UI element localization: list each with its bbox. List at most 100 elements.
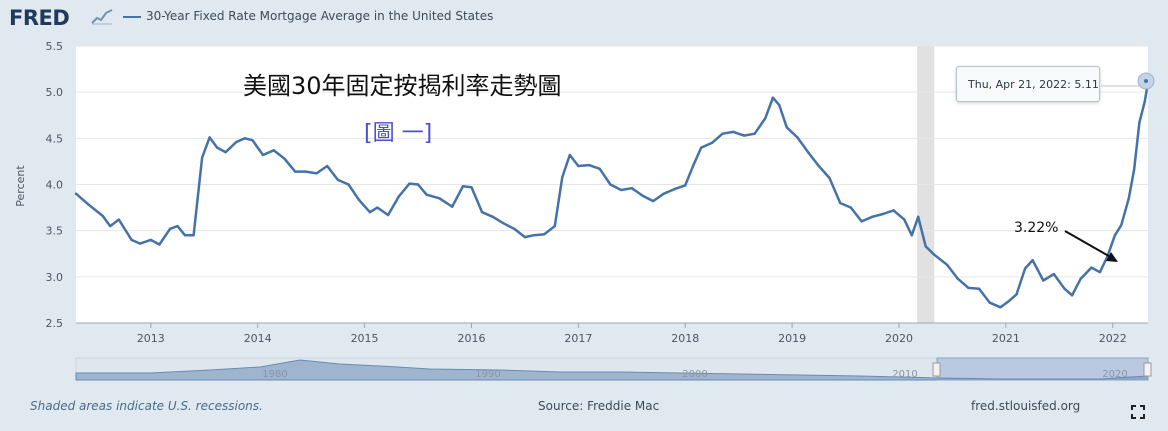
data-point[interactable] — [1031, 259, 1034, 262]
data-point[interactable] — [1132, 168, 1136, 171]
data-point[interactable] — [692, 162, 695, 166]
data-point[interactable] — [176, 224, 179, 228]
data-point[interactable] — [924, 245, 927, 248]
data-point[interactable] — [325, 164, 329, 168]
data-point[interactable] — [1098, 271, 1102, 274]
data-point[interactable] — [200, 156, 204, 159]
data-point[interactable] — [304, 170, 307, 173]
range-navigator[interactable]: 1980 1990 2000 2010 2020 — [75, 357, 1152, 381]
data-point[interactable] — [1070, 294, 1074, 297]
data-point[interactable] — [1015, 293, 1018, 296]
data-point[interactable] — [138, 242, 142, 245]
data-point[interactable] — [903, 218, 906, 221]
data-point[interactable] — [742, 134, 746, 137]
data-point[interactable] — [933, 253, 936, 256]
data-point[interactable] — [641, 194, 644, 197]
data-point[interactable] — [917, 215, 920, 219]
data-point[interactable] — [785, 126, 788, 129]
data-point[interactable] — [871, 215, 874, 219]
data-point[interactable] — [771, 96, 775, 99]
data-point[interactable] — [1138, 121, 1141, 124]
data-point[interactable] — [1127, 197, 1130, 200]
data-point[interactable] — [553, 224, 557, 228]
data-point[interactable] — [561, 175, 564, 179]
data-point[interactable] — [376, 206, 379, 209]
data-point[interactable] — [1023, 267, 1027, 270]
data-point[interactable] — [101, 214, 104, 218]
data-point[interactable] — [684, 184, 687, 187]
site-credit[interactable]: fred.stlouisfed.org — [971, 399, 1081, 413]
data-point[interactable] — [261, 153, 265, 157]
data-point[interactable] — [425, 193, 428, 196]
data-point[interactable] — [764, 116, 767, 120]
data-point[interactable] — [806, 150, 810, 154]
data-point[interactable] — [158, 243, 161, 246]
data-point[interactable] — [397, 195, 400, 198]
data-point[interactable] — [480, 211, 484, 214]
data-point[interactable] — [732, 130, 735, 134]
data-point[interactable] — [988, 301, 992, 304]
data-point[interactable] — [272, 149, 275, 152]
data-point[interactable] — [753, 132, 756, 135]
data-point[interactable] — [315, 172, 318, 175]
data-point[interactable] — [945, 263, 949, 267]
data-point[interactable] — [542, 233, 546, 236]
data-point[interactable] — [700, 146, 703, 149]
data-point[interactable] — [651, 199, 655, 203]
data-point[interactable] — [532, 234, 535, 237]
data-point[interactable] — [283, 157, 286, 160]
fred-logo[interactable]: FRED — [9, 6, 70, 30]
data-point[interactable] — [1052, 272, 1056, 276]
data-point[interactable] — [87, 203, 91, 207]
data-point[interactable] — [721, 132, 724, 135]
data-point[interactable] — [470, 186, 473, 189]
data-point[interactable] — [192, 234, 195, 237]
data-point[interactable] — [336, 178, 340, 182]
data-point[interactable] — [183, 234, 187, 237]
data-point[interactable] — [817, 164, 821, 168]
data-point[interactable] — [168, 227, 172, 231]
data-point[interactable] — [999, 306, 1002, 309]
data-point[interactable] — [1143, 100, 1146, 103]
data-point[interactable] — [224, 150, 227, 154]
data-point[interactable] — [208, 136, 211, 139]
data-point[interactable] — [523, 235, 527, 239]
data-point[interactable] — [1120, 223, 1123, 227]
data-point[interactable] — [1079, 277, 1082, 280]
data-point[interactable] — [215, 146, 219, 149]
data-point[interactable] — [149, 238, 153, 242]
navigator-left-handle[interactable] — [932, 362, 941, 377]
data-point[interactable] — [235, 140, 238, 144]
data-point[interactable] — [502, 222, 505, 225]
data-point[interactable] — [977, 287, 981, 291]
data-point[interactable] — [849, 206, 853, 209]
data-point[interactable] — [587, 163, 591, 167]
data-point[interactable] — [117, 218, 120, 221]
data-point[interactable] — [347, 183, 350, 186]
data-point[interactable] — [408, 182, 411, 185]
navigator-right-handle[interactable] — [1143, 362, 1152, 377]
data-point[interactable] — [577, 164, 580, 168]
data-point[interactable] — [568, 153, 571, 157]
data-point[interactable] — [1063, 287, 1066, 291]
data-point[interactable] — [251, 138, 254, 142]
data-point[interactable] — [673, 187, 676, 191]
data-point[interactable] — [358, 198, 361, 202]
data-point[interactable] — [778, 103, 781, 107]
data-point[interactable] — [881, 212, 885, 216]
data-point[interactable] — [243, 137, 247, 140]
fullscreen-icon[interactable] — [1131, 405, 1145, 419]
data-point[interactable] — [892, 209, 895, 212]
data-point[interactable] — [293, 170, 297, 173]
data-point[interactable] — [838, 201, 842, 205]
data-point[interactable] — [710, 141, 714, 145]
data-point[interactable] — [451, 205, 454, 208]
data-point[interactable] — [438, 197, 441, 200]
data-point[interactable] — [860, 220, 863, 223]
data-point[interactable] — [598, 167, 601, 171]
data-point[interactable] — [1006, 300, 1010, 303]
data-point[interactable] — [368, 211, 372, 214]
data-point[interactable] — [491, 215, 495, 219]
data-point[interactable] — [956, 277, 959, 280]
data-point[interactable] — [513, 227, 516, 231]
